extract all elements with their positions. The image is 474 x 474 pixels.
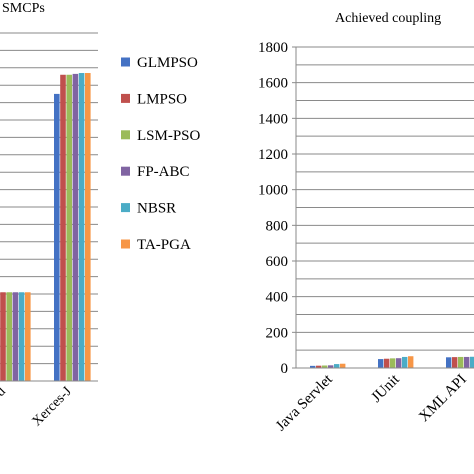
right-bar-java-servlet-fp-abc: [328, 365, 334, 368]
right-y-tick-label: 1400: [258, 111, 288, 127]
left-chart-title: SMCPs: [2, 1, 45, 16]
right-bar-junit-lsm-pso: [390, 358, 396, 368]
right-x-label-xml-api: XML API: [416, 372, 470, 426]
legend: GLMPSO LMPSO LSM-PSO FP-ABC NBSR TA-PGA: [121, 55, 201, 253]
left-bar-xerces-j-nbsr: [78, 73, 85, 382]
legend-swatch-fp-abc: [121, 166, 130, 176]
right-y-tick-label: 0: [281, 361, 289, 377]
left-x-label-d: d: [0, 384, 9, 400]
right-y-tick-label: 200: [266, 325, 289, 341]
right-bar-xml-api-glmpso: [446, 357, 452, 368]
legend-label-lsm-pso: LSM-PSO: [137, 128, 201, 144]
right-bar-xml-api-nbsr: [470, 356, 474, 368]
right-x-label-junit: JUnit: [369, 371, 404, 406]
right-bar-java-servlet-nbsr: [334, 364, 340, 368]
right-y-tick-label: 1000: [258, 183, 288, 199]
right-chart-title: Achieved coupling: [335, 11, 441, 26]
left-bar-xerces-j-lmpso: [60, 74, 66, 381]
right-bar-java-servlet-lmpso: [316, 365, 322, 368]
right-x-label-java-servlet: Java Servlet: [273, 371, 336, 434]
right-bar-junit-nbsr: [402, 356, 408, 368]
left-x-labels: d Xerces-J: [0, 384, 75, 430]
right-bar-java-servlet-glmpso: [310, 365, 316, 368]
right-bar-java-servlet-lsm-pso: [322, 365, 328, 368]
right-y-tick-label: 1600: [258, 76, 288, 92]
left-bar-xerces-j-fp-abc: [72, 73, 79, 381]
right-bar-xml-api-lsm-pso: [458, 356, 464, 368]
right-y-tick-label: 800: [266, 218, 289, 234]
left-bar-d-lmpso: [0, 292, 6, 381]
right-bar-junit-glmpso: [378, 359, 384, 368]
right-y-tick-label: 400: [266, 290, 289, 306]
legend-label-ta-pga: TA-PGA: [137, 237, 191, 253]
legend-label-nbsr: NBSR: [137, 201, 176, 217]
right-chart: Achieved coupling 0 200 400 600 800 1000 1200 1…: [258, 11, 474, 434]
left-bar-d-ta-pga: [25, 292, 31, 381]
legend-swatch-lmpso: [121, 93, 130, 103]
right-bars: [310, 356, 474, 368]
left-bar-xerces-j-lsm-pso: [66, 74, 72, 381]
right-y-tick-labels: 0 200 400 600 800 1000 1200 1400 1600 1800: [258, 40, 296, 377]
legend-label-lmpso: LMPSO: [137, 91, 187, 107]
legend-label-fp-abc: FP-ABC: [137, 164, 190, 180]
right-bar-xml-api-fp-abc: [464, 356, 470, 368]
legend-swatch-lsm-pso: [121, 130, 130, 140]
left-bar-d-lsm-pso: [6, 292, 12, 381]
right-bar-junit-lmpso: [384, 358, 390, 368]
right-bar-java-servlet-ta-pga: [340, 363, 346, 368]
legend-swatch-nbsr: [121, 203, 130, 213]
left-x-label-xerces-j: Xerces-J: [30, 384, 76, 430]
right-gridlines: [296, 46, 474, 351]
right-bar-xml-api-lmpso: [452, 357, 458, 368]
right-bar-junit-ta-pga: [408, 356, 414, 368]
right-y-tick-label: 1200: [258, 147, 288, 163]
left-bar-xerces-j-ta-pga: [85, 73, 91, 382]
legend-swatch-glmpso: [121, 57, 130, 67]
left-bar-d-nbsr: [18, 292, 25, 381]
right-y-tick-label: 1800: [258, 40, 288, 56]
right-x-labels: Java Servlet JUnit XML API: [273, 371, 470, 434]
legend-label-glmpso: GLMPSO: [137, 55, 198, 71]
left-bars: [0, 73, 91, 382]
legend-swatch-ta-pga: [121, 239, 130, 249]
left-bar-d-fp-abc: [12, 292, 19, 381]
right-bar-junit-fp-abc: [396, 358, 402, 368]
right-y-tick-label: 600: [266, 254, 289, 270]
left-chart: SMCPs d Xerces-J: [0, 1, 98, 429]
left-bar-xerces-j-glmpso: [54, 93, 60, 382]
